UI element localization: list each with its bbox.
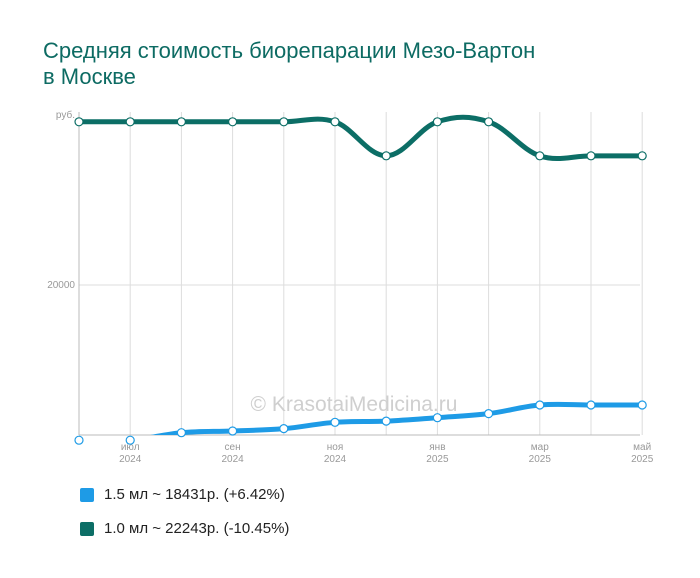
series-0-point — [228, 426, 238, 436]
series-0-point — [176, 428, 186, 438]
series-0-point — [279, 424, 289, 434]
x-tick-label-month: ноя — [327, 442, 344, 453]
x-tick-label-month: янв — [429, 442, 445, 453]
chart-title-line-2: в Москве — [43, 64, 136, 89]
series-0-point — [484, 409, 494, 419]
series-1-point — [432, 117, 442, 127]
series-1-point — [535, 151, 545, 161]
series-1-point — [484, 117, 494, 127]
y-tick-label: 20000 — [47, 280, 75, 291]
legend-label: 1.0 мл ~ 22243р. (-10.45%) — [104, 520, 290, 537]
watermark-text: © KrasotaiMedicina.ru — [251, 393, 458, 416]
series-1-point — [637, 151, 647, 161]
x-tick-label-year: 2024 — [221, 454, 244, 465]
x-tick-label-year: 2024 — [324, 454, 347, 465]
series-1-point — [381, 151, 391, 161]
x-tick-label-month: май — [633, 442, 651, 453]
x-tick-label-month: июл — [121, 442, 140, 453]
chart-title-line-1: Средняя стоимость биорепарации Мезо-Варт… — [43, 38, 536, 63]
series-0-point — [432, 413, 442, 423]
series-line-1 — [76, 114, 645, 162]
series-1-point — [330, 117, 340, 127]
series-0-point — [74, 435, 84, 445]
series-0-point — [125, 435, 135, 445]
series-0-point — [586, 400, 596, 410]
legend-label: 1.5 мл ~ 18431р. (+6.42%) — [104, 486, 285, 503]
series-1-point — [228, 117, 238, 127]
series-0-point — [381, 416, 391, 426]
x-tick-label-year: 2025 — [631, 454, 654, 465]
series-1-point — [279, 117, 289, 127]
series-0-point — [535, 400, 545, 410]
y-unit-label: руб. — [56, 109, 75, 121]
legend-swatch — [80, 488, 94, 502]
series-1-point — [586, 151, 596, 161]
series-1-point — [74, 117, 84, 127]
x-tick-label-month: сен — [225, 442, 241, 453]
series-0-point — [637, 400, 647, 410]
chart-title: Средняя стоимость биорепарации Мезо-Варт… — [43, 38, 663, 90]
x-tick-label-year: 2025 — [529, 454, 552, 465]
legend-swatch — [80, 522, 94, 536]
x-tick-label-year: 2025 — [426, 454, 449, 465]
x-tick-label-month: мар — [531, 442, 549, 453]
series-0-point — [330, 417, 340, 427]
series-1-point — [125, 117, 135, 127]
series-1-point — [176, 117, 186, 127]
x-tick-label-year: 2024 — [119, 454, 142, 465]
